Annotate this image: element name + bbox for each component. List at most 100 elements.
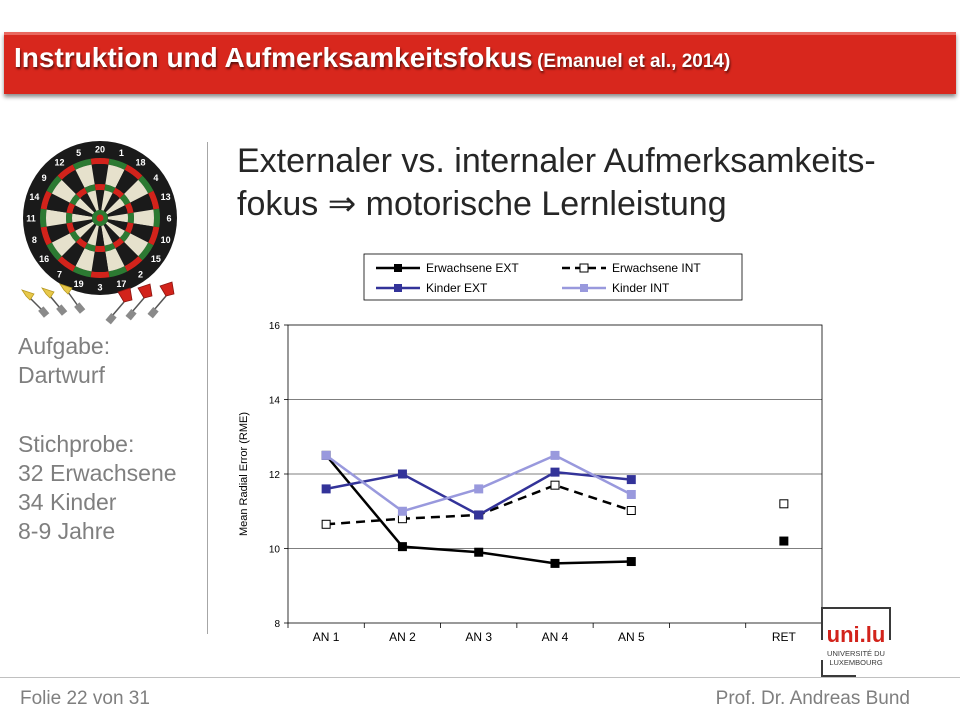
x-tick-label: AN 3 xyxy=(465,630,492,644)
inner-single-segment xyxy=(87,190,99,211)
data-point-marker xyxy=(321,519,331,529)
logo-text: uni.lu xyxy=(827,622,886,647)
data-point-marker xyxy=(321,484,331,494)
double-ring-segment xyxy=(72,266,92,278)
slide-heading: Externaler vs. internaler Aufmerksamkeit… xyxy=(237,140,949,226)
double-ring-segment xyxy=(138,242,154,261)
logo-mark-tail xyxy=(821,660,856,677)
chart-legend: Erwachsene EXT Erwachsene INT Kinder EXT Ki… xyxy=(363,253,743,301)
heading-line-2: fokus ⇒ motorische Lernleistung xyxy=(237,185,727,223)
inner-single-segment xyxy=(107,219,128,231)
dartboard-number: 3 xyxy=(97,283,102,293)
data-point-marker xyxy=(474,547,484,557)
treble-ring-segment xyxy=(119,230,131,243)
darts-image xyxy=(21,281,175,325)
sample-label: Stichprobe: xyxy=(18,431,135,457)
double-ring-segment xyxy=(108,158,128,170)
outer-single-segment xyxy=(124,179,149,203)
double-ring-segment xyxy=(90,271,110,278)
treble-ring-segment xyxy=(127,212,134,224)
treble-ring-segment xyxy=(66,202,76,214)
outer-single-segment xyxy=(91,251,109,272)
double-ring-segment xyxy=(153,208,160,228)
inner-single-segment xyxy=(105,221,125,238)
double-ring-segment xyxy=(40,226,52,246)
data-point-marker xyxy=(550,558,560,568)
outer-single-segment xyxy=(115,242,139,267)
inner-single-segment xyxy=(103,223,120,243)
author-name: Prof. Dr. Andreas Bund xyxy=(715,688,910,709)
outer-single-segment xyxy=(61,169,85,194)
treble-ring-segment xyxy=(94,245,106,252)
treble-ring-segment xyxy=(75,187,88,199)
title-bar-highlight xyxy=(4,32,956,35)
inner-single-segment xyxy=(101,225,113,246)
legend-box xyxy=(363,253,743,301)
data-point-marker xyxy=(550,467,560,477)
outer-single-segment xyxy=(46,193,70,213)
title-bar: Instruktion und Aufmerksamkeitsfokus (Em… xyxy=(4,32,956,94)
inner-single-segment xyxy=(103,193,120,213)
data-point-marker xyxy=(550,480,560,490)
title-main: Instruktion und Aufmerksamkeitsfokus xyxy=(14,42,533,73)
legend-label: Erwachsene EXT xyxy=(426,261,519,275)
x-tick-label: RET xyxy=(772,630,797,644)
double-ring-segment xyxy=(46,175,62,194)
data-point-marker xyxy=(626,475,636,485)
dartboard-number: 8 xyxy=(32,235,37,245)
x-tick-label: AN 5 xyxy=(618,630,645,644)
sample-block: Stichprobe: 32 Erwachsene 34 Kinder 8-9 … xyxy=(18,430,177,546)
slide-number: Folie 22 von 31 xyxy=(20,688,150,709)
data-point-marker xyxy=(626,489,636,499)
double-ring-segment xyxy=(148,226,160,246)
double-ring-segment xyxy=(138,175,154,194)
treble-ring-segment xyxy=(66,222,76,234)
treble-ring-segment xyxy=(124,202,134,214)
legend-marker xyxy=(580,284,588,292)
double-ring-segment xyxy=(108,266,128,278)
outer-single-segment xyxy=(130,223,154,243)
treble-ring-segment xyxy=(84,242,96,252)
treble-ring-segment xyxy=(112,237,125,249)
sample-adults: 32 Erwachsene xyxy=(18,460,177,486)
double-ring-segment xyxy=(40,190,52,210)
data-point-marker xyxy=(397,506,407,516)
inner-single-segment xyxy=(80,223,97,243)
data-point-marker xyxy=(474,510,484,520)
inner-single-segment xyxy=(72,219,93,231)
treble-ring-segment xyxy=(84,184,96,194)
inner-single-segment xyxy=(101,190,113,211)
y-axis-label: Mean Radial Error (RME) xyxy=(238,412,250,536)
double-ring-segment xyxy=(124,256,143,272)
outer-single-segment xyxy=(105,248,125,272)
x-tick-label: AN 1 xyxy=(313,630,340,644)
legend-marker xyxy=(394,264,402,272)
line-chart: 8 10 12 14 16 AN 1 AN 2 AN 3 AN 4 AN 5 RET Mean Rad… xyxy=(238,253,823,644)
treble-ring-segment xyxy=(69,193,81,206)
dartboard-number: 16 xyxy=(39,254,49,264)
dartboard-number: 1 xyxy=(119,148,124,158)
bullseye xyxy=(96,214,104,222)
inner-single-segment xyxy=(95,225,105,246)
legend-label: Erwachsene INT xyxy=(612,261,701,275)
sample-children: 34 Kinder xyxy=(18,489,117,515)
dartboard-number: 12 xyxy=(54,158,64,168)
data-point-marker xyxy=(550,450,560,460)
logo-line-1: UNIVERSITÉ DU xyxy=(827,649,885,658)
legend-marker xyxy=(394,284,402,292)
dartboard-number: 17 xyxy=(116,279,126,289)
inner-single-segment xyxy=(72,205,93,217)
y-tick-label: 10 xyxy=(269,545,281,556)
y-tick-label: 12 xyxy=(269,470,281,481)
outer-single-segment xyxy=(46,223,70,243)
double-ring-segment xyxy=(40,208,47,228)
vertical-divider xyxy=(207,142,208,634)
outer-single-segment xyxy=(46,209,67,227)
legend-label: Kinder INT xyxy=(612,281,670,295)
dartboard-number: 10 xyxy=(161,235,171,245)
treble-ring-segment xyxy=(75,237,88,249)
dartboard-number: 18 xyxy=(136,158,146,168)
x-tick-label: AN 4 xyxy=(542,630,569,644)
dartboard-number: 11 xyxy=(26,214,36,224)
